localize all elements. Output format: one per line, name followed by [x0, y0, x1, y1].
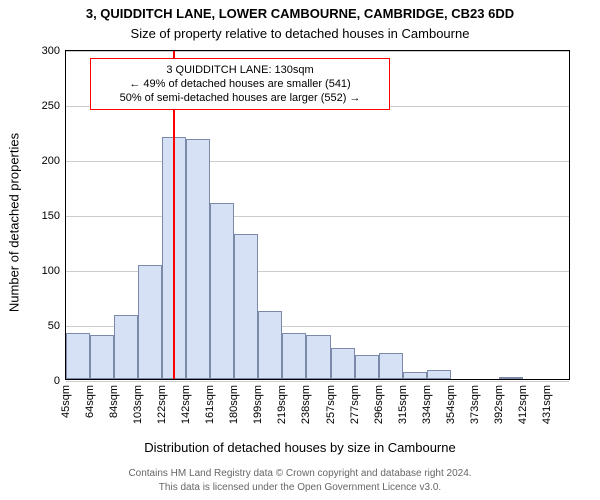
x-tick-label: 180sqm	[228, 385, 240, 424]
x-tick-label: 431sqm	[541, 385, 553, 424]
histogram-bar	[66, 333, 90, 379]
histogram-bar	[282, 333, 306, 379]
histogram-bar	[427, 370, 451, 379]
x-tick-label: 373sqm	[469, 385, 481, 424]
footer-line-1: Contains HM Land Registry data © Crown c…	[0, 468, 600, 479]
annotation-box: 3 QUIDDITCH LANE: 130sqm← 49% of detache…	[90, 58, 390, 111]
grid-line	[66, 381, 569, 382]
x-tick-label: 103sqm	[132, 385, 144, 424]
y-axis-label: Number of detached properties	[7, 58, 22, 388]
annotation-line: ← 49% of detached houses are smaller (54…	[99, 77, 381, 91]
chart-container: 3, QUIDDITCH LANE, LOWER CAMBOURNE, CAMB…	[0, 0, 600, 500]
histogram-bar	[90, 335, 114, 379]
y-tick-label: 150	[20, 210, 66, 222]
x-tick-label: 315sqm	[397, 385, 409, 424]
histogram-bar	[114, 315, 138, 379]
x-tick-label: 84sqm	[108, 385, 120, 418]
grid-line	[66, 216, 569, 217]
x-tick-label: 412sqm	[517, 385, 529, 424]
chart-supertitle: 3, QUIDDITCH LANE, LOWER CAMBOURNE, CAMB…	[0, 6, 600, 21]
x-tick-label: 334sqm	[421, 385, 433, 424]
annotation-line: 50% of semi-detached houses are larger (…	[99, 91, 381, 105]
histogram-bar	[210, 203, 234, 379]
histogram-bar	[379, 353, 403, 379]
footer-line-2: This data is licensed under the Open Gov…	[0, 482, 600, 493]
histogram-bar	[306, 335, 330, 379]
x-tick-label: 277sqm	[349, 385, 361, 424]
y-tick-label: 250	[20, 100, 66, 112]
histogram-bar	[138, 265, 162, 379]
x-axis-label: Distribution of detached houses by size …	[0, 440, 600, 455]
chart-title: Size of property relative to detached ho…	[0, 26, 600, 41]
plot-area: 05010015020025030045sqm64sqm84sqm103sqm1…	[65, 50, 570, 380]
histogram-bar	[258, 311, 282, 379]
x-tick-label: 161sqm	[204, 385, 216, 424]
x-tick-label: 64sqm	[84, 385, 96, 418]
x-tick-label: 45sqm	[60, 385, 72, 418]
histogram-bar	[499, 377, 523, 379]
y-tick-label: 200	[20, 155, 66, 167]
x-tick-label: 199sqm	[252, 385, 264, 424]
x-tick-label: 296sqm	[373, 385, 385, 424]
x-tick-label: 354sqm	[445, 385, 457, 424]
histogram-bar	[331, 348, 355, 379]
y-tick-label: 100	[20, 265, 66, 277]
grid-line	[66, 51, 569, 52]
histogram-bar	[234, 234, 258, 379]
annotation-line: 3 QUIDDITCH LANE: 130sqm	[99, 63, 381, 77]
histogram-bar	[403, 372, 427, 379]
y-tick-label: 300	[20, 45, 66, 57]
x-tick-label: 219sqm	[276, 385, 288, 424]
x-tick-label: 238sqm	[300, 385, 312, 424]
y-tick-label: 50	[20, 320, 66, 332]
x-tick-label: 257sqm	[325, 385, 337, 424]
histogram-bar	[355, 355, 379, 379]
x-tick-label: 142sqm	[180, 385, 192, 424]
histogram-bar	[186, 139, 210, 379]
grid-line	[66, 161, 569, 162]
x-tick-label: 122sqm	[156, 385, 168, 424]
x-tick-label: 392sqm	[493, 385, 505, 424]
